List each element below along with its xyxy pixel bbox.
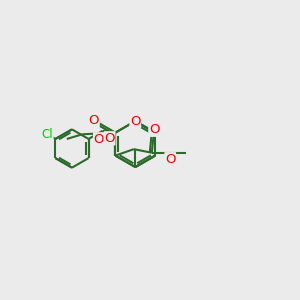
Text: O: O xyxy=(94,133,104,146)
Text: Cl: Cl xyxy=(41,128,53,141)
Text: O: O xyxy=(149,123,159,136)
Text: O: O xyxy=(130,115,140,128)
Text: O: O xyxy=(104,132,115,145)
Text: O: O xyxy=(165,153,175,166)
Text: O: O xyxy=(88,114,99,127)
